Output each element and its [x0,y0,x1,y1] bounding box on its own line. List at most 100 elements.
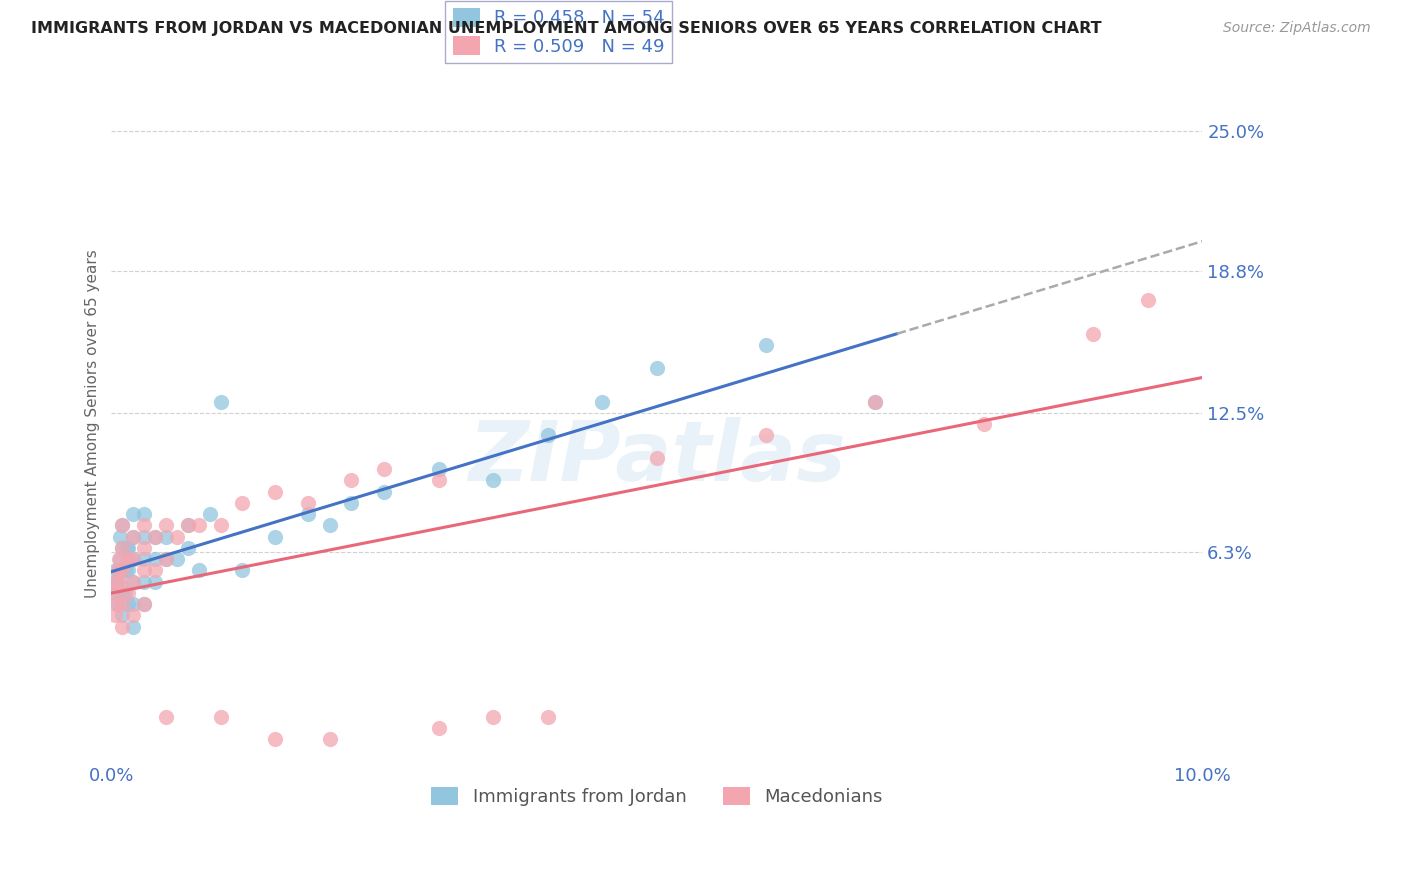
Point [591,394,613,409]
Point [755,338,778,352]
Point [231,563,253,577]
Point [166,530,188,544]
Point [134,574,156,589]
Y-axis label: Unemployment Among Seniors over 65 years: Unemployment Among Seniors over 65 years [86,250,100,599]
Point [645,450,668,465]
Text: ZIPatlas: ZIPatlas [468,417,846,499]
Point [340,496,363,510]
Point [111,597,134,611]
Point [297,496,319,510]
Point [122,620,145,634]
Point [134,518,156,533]
Legend: Immigrants from Jordan, Macedonians: Immigrants from Jordan, Macedonians [425,780,890,814]
Point [134,541,156,555]
Point [111,563,134,577]
Point [111,563,134,577]
Point [198,507,221,521]
Point [122,552,145,566]
Point [105,597,128,611]
Point [264,732,287,747]
Point [108,552,131,566]
Point [122,530,145,544]
Point [111,541,134,555]
Point [373,484,395,499]
Point [134,530,156,544]
Point [373,462,395,476]
Point [863,394,886,409]
Point [122,574,145,589]
Point [104,563,127,577]
Point [177,518,200,533]
Point [645,360,668,375]
Point [482,710,505,724]
Point [103,574,125,589]
Point [104,586,127,600]
Text: IMMIGRANTS FROM JORDAN VS MACEDONIAN UNEMPLOYMENT AMONG SENIORS OVER 65 YEARS CO: IMMIGRANTS FROM JORDAN VS MACEDONIAN UNE… [31,21,1101,36]
Point [117,563,139,577]
Point [340,474,363,488]
Point [134,563,156,577]
Point [134,597,156,611]
Point [166,552,188,566]
Point [264,484,287,499]
Point [108,574,131,589]
Point [111,518,134,533]
Point [117,586,139,600]
Point [755,428,778,442]
Point [537,710,560,724]
Point [143,530,166,544]
Point [187,563,209,577]
Point [108,563,131,577]
Point [122,552,145,566]
Point [482,474,505,488]
Point [155,552,177,566]
Point [973,417,995,431]
Point [177,518,200,533]
Point [122,597,145,611]
Point [143,552,166,566]
Point [111,586,134,600]
Point [105,597,128,611]
Point [187,518,209,533]
Point [103,586,125,600]
Point [264,530,287,544]
Point [427,721,450,735]
Point [143,530,166,544]
Point [155,710,177,724]
Point [231,496,253,510]
Point [134,507,156,521]
Point [115,541,138,555]
Point [117,597,139,611]
Point [1083,326,1105,341]
Point [143,574,166,589]
Point [209,518,232,533]
Point [427,462,450,476]
Point [134,597,156,611]
Point [111,518,134,533]
Point [107,574,129,589]
Point [122,507,145,521]
Point [114,586,136,600]
Point [318,732,340,747]
Point [122,574,145,589]
Point [114,563,136,577]
Point [427,474,450,488]
Point [107,563,129,577]
Point [318,518,340,533]
Point [122,608,145,623]
Point [104,574,127,589]
Point [108,530,131,544]
Point [117,541,139,555]
Point [111,608,134,623]
Point [122,530,145,544]
Point [177,541,200,555]
Point [537,428,560,442]
Point [108,552,131,566]
Point [1136,293,1159,308]
Point [111,541,134,555]
Point [155,518,177,533]
Point [143,563,166,577]
Point [104,608,127,623]
Point [297,507,319,521]
Point [134,552,156,566]
